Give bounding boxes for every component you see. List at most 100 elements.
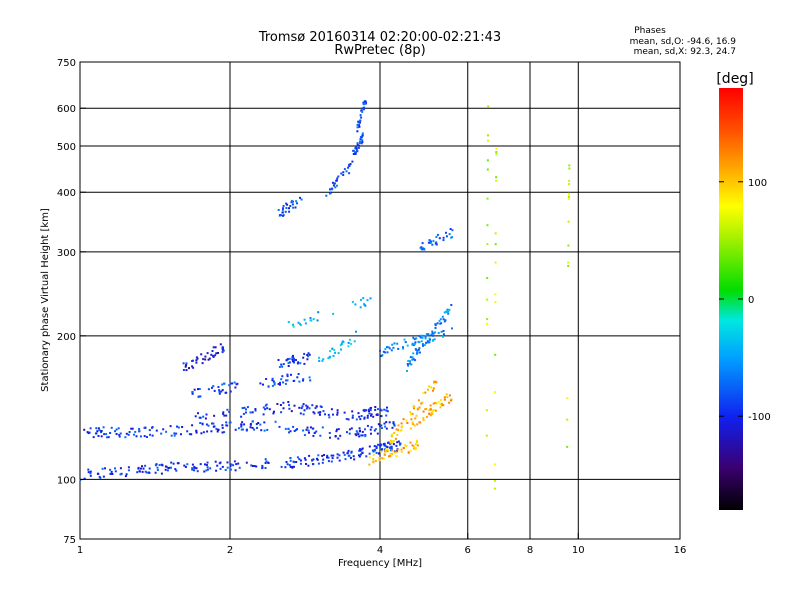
- echo-point: [144, 470, 147, 473]
- echo-point: [390, 349, 393, 352]
- echo-point: [446, 396, 449, 399]
- echo-point: [413, 407, 415, 410]
- echo-point: [359, 138, 362, 141]
- echo-point: [395, 444, 398, 447]
- echo-point: [193, 465, 196, 468]
- echo-point: [212, 385, 215, 388]
- echo-point: [296, 376, 299, 379]
- echo-point: [364, 435, 367, 438]
- echo-point: [278, 366, 281, 368]
- echo-point: [368, 452, 371, 455]
- echo-point: [285, 379, 288, 382]
- echo-point: [356, 150, 359, 153]
- echo-point: [218, 392, 221, 395]
- echo-point: [186, 463, 189, 466]
- echo-point: [125, 432, 128, 435]
- echo-point: [255, 465, 258, 468]
- echo-point: [256, 426, 258, 429]
- echo-point: [347, 449, 350, 452]
- echo-point: [332, 181, 334, 184]
- echo-point: [400, 450, 403, 453]
- echo-point: [306, 426, 309, 429]
- echo-point: [434, 327, 437, 329]
- echo-point: [182, 362, 185, 365]
- echo-point: [321, 454, 324, 457]
- colorbar-tick-label: -100: [748, 412, 771, 423]
- echo-point: [224, 469, 227, 471]
- echo-point: [184, 365, 187, 368]
- echo-point: [316, 319, 319, 322]
- echo-point: [228, 421, 231, 424]
- echo-point: [87, 468, 90, 471]
- echo-point: [400, 448, 403, 451]
- echo-point: [213, 414, 216, 417]
- echo-point: [162, 428, 165, 431]
- echo-point: [434, 324, 437, 327]
- echo-point: [361, 107, 364, 110]
- echo-point: [448, 233, 451, 236]
- echo-point: [404, 341, 407, 344]
- echo-point: [363, 302, 365, 305]
- echo-point: [366, 299, 369, 302]
- echo-point: [358, 449, 361, 452]
- echo-point: [436, 322, 439, 325]
- echo-point: [278, 425, 281, 428]
- echo-point: [237, 462, 240, 465]
- echo-point: [313, 412, 316, 415]
- echo-point: [422, 344, 424, 347]
- echo-point: [335, 184, 338, 187]
- echo-point: [127, 433, 130, 436]
- echo-point: [332, 354, 335, 357]
- echo-point: [330, 454, 333, 457]
- echo-point: [305, 428, 308, 431]
- echo-point: [97, 435, 100, 437]
- echo-point: [418, 406, 421, 409]
- echo-point: [359, 142, 361, 144]
- echo-point: [352, 149, 355, 152]
- echo-point: [154, 464, 157, 467]
- echo-point: [486, 224, 489, 227]
- echo-point: [237, 427, 240, 430]
- echo-point: [327, 460, 330, 463]
- echo-point: [442, 333, 445, 336]
- echo-point: [98, 429, 101, 432]
- echo-point: [311, 427, 314, 430]
- echo-point: [219, 461, 222, 464]
- echo-point: [280, 378, 283, 381]
- echo-point: [568, 183, 571, 186]
- echo-point: [206, 430, 209, 433]
- echo-point: [302, 413, 305, 416]
- echo-point: [302, 356, 305, 359]
- echo-point: [280, 363, 283, 366]
- echo-point: [232, 464, 235, 467]
- chart-title: Tromsø 20160314 02:20:00-02:21:43: [258, 30, 501, 45]
- chart-subtitle: RwPretec (8p): [334, 43, 425, 58]
- echo-point: [220, 390, 223, 393]
- echo-point: [225, 391, 228, 394]
- echo-point: [192, 366, 195, 369]
- echo-point: [106, 436, 109, 439]
- echo-point: [265, 460, 268, 463]
- echo-point: [281, 375, 284, 378]
- echo-point: [358, 427, 361, 430]
- echo-point: [307, 429, 310, 432]
- echo-point: [307, 355, 310, 358]
- echo-point: [433, 409, 436, 412]
- echo-point: [191, 467, 194, 470]
- echo-point: [265, 403, 268, 406]
- echo-point: [345, 418, 348, 420]
- echo-point: [238, 466, 241, 469]
- echo-point: [414, 417, 417, 420]
- echo-point: [198, 388, 201, 390]
- echo-point: [381, 457, 384, 460]
- echo-point: [434, 331, 437, 334]
- echo-point: [368, 456, 371, 459]
- echo-point: [353, 458, 356, 461]
- y-tick-label: 300: [57, 248, 76, 259]
- echo-point: [493, 487, 496, 490]
- echo-point: [221, 383, 224, 386]
- echo-point: [109, 432, 112, 434]
- echo-point: [294, 429, 297, 431]
- echo-point: [191, 360, 194, 362]
